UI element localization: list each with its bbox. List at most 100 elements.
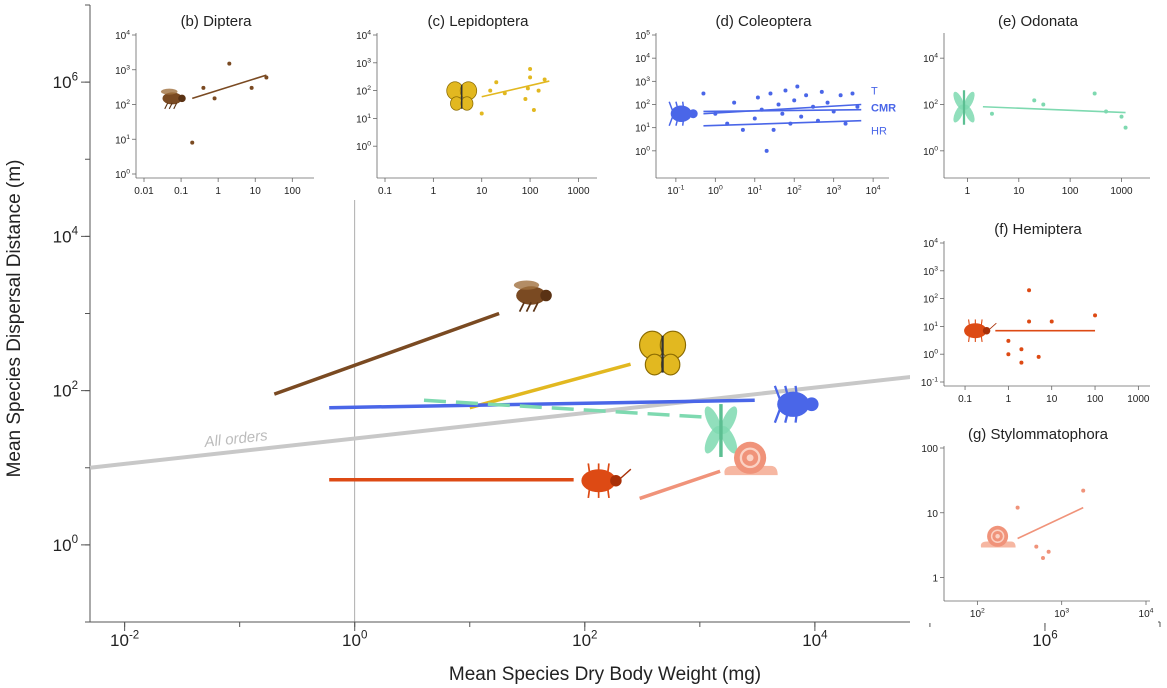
dragonfly-wing (963, 104, 975, 123)
bug-antenna (989, 322, 997, 330)
inset-y-tick-label: 100 (923, 145, 938, 158)
inset-point (989, 111, 994, 116)
inset-point (1034, 544, 1039, 549)
inset-point (1027, 319, 1032, 324)
inset-x-tick-label: 1 (215, 186, 221, 197)
inset-point (212, 96, 217, 101)
bug-icon (581, 463, 632, 499)
inset-point (788, 121, 793, 126)
inset-y-tick-label: 100 (356, 141, 371, 154)
fly-leg (532, 302, 539, 312)
inset-y-tick-label: 103 (635, 76, 650, 89)
inset-point (536, 88, 541, 93)
x-tick-label: 10-2 (110, 629, 139, 650)
inset-background (102, 5, 322, 200)
inset-y-tick-label: 101 (923, 321, 938, 334)
inset-x-tick-label: 0.1 (958, 394, 972, 405)
inset-point (523, 96, 528, 101)
inset-point (795, 84, 800, 89)
inset-point (713, 111, 718, 116)
inset-point (1006, 352, 1011, 357)
inset-point (804, 93, 809, 98)
inset-point (740, 127, 745, 132)
inset-point (1032, 98, 1037, 103)
beetle-body (670, 105, 692, 122)
y-tick-label: 106 (53, 71, 78, 92)
inset-y-tick-label: 1 (932, 574, 938, 585)
inset-e: (e) Odonata 1 10 100 1000 100 102 104 (910, 5, 1158, 200)
inset-y-tick-label: 101 (115, 134, 130, 147)
inset-point (752, 116, 757, 121)
y-tick-label: 102 (53, 380, 78, 401)
inset-x-tick-label: 100 (1087, 394, 1104, 405)
snail-spiral-center (746, 454, 754, 462)
inset-point (502, 91, 507, 96)
inset-point (528, 75, 533, 80)
snail-spiral (739, 447, 761, 469)
inset-point (755, 95, 760, 100)
inset-point (1041, 102, 1046, 107)
inset-x-tick-label: 0.1 (174, 186, 188, 197)
inset-point (488, 88, 493, 93)
inset-y-tick-label: 102 (115, 99, 130, 112)
x-axis-label: Mean Species Dry Body Weight (mg) (449, 664, 761, 685)
inset-point (1040, 556, 1045, 561)
inset-point (201, 85, 206, 90)
series-line (469, 362, 632, 410)
inset-point (764, 148, 769, 153)
inset-x-tick-label: 0.01 (134, 186, 154, 197)
fly-leg (164, 102, 169, 110)
inset-y-tick-label: 102 (635, 99, 650, 112)
inset-point (850, 91, 855, 96)
inset-point (1027, 288, 1032, 293)
butterfly-icon (638, 330, 687, 376)
inset-y-tick-label: 103 (923, 265, 938, 278)
inset-x-tick-label: 1 (431, 186, 437, 197)
beetle-icon (668, 101, 698, 126)
dragonfly-icon (704, 404, 738, 457)
inset-y-tick-label: 10-1 (921, 377, 938, 390)
inset-point (701, 91, 706, 96)
snail-spiral (990, 529, 1005, 544)
inset-point (815, 118, 820, 123)
inset-y-tick-label: 104 (923, 53, 938, 66)
inset-y-tick-label: 100 (635, 145, 650, 158)
inset-b: (b) Diptera 0.01 0.1 1 10 100 100 101 102 103 104 (102, 5, 322, 200)
inset-title: (g) Stylommatophora (968, 426, 1109, 443)
inset-point (1046, 549, 1051, 554)
inset-point (811, 104, 816, 109)
series-line (639, 469, 721, 501)
inset-point (1006, 338, 1011, 343)
inset-point (819, 89, 824, 94)
inset-title: (d) Coleoptera (716, 13, 813, 30)
inset-x-tick-label: 103 (826, 185, 841, 198)
inset-c: (c) Lepidoptera 0.1 1 10 100 1000 100 101 102 103… (343, 5, 605, 200)
y-tick-label: 104 (53, 226, 79, 247)
bug-body (581, 469, 616, 493)
inset-point (1092, 91, 1097, 96)
inset-x-tick-label: 102 (787, 185, 802, 198)
series-line (329, 398, 755, 410)
bug-head (982, 326, 991, 335)
inset-y-tick-label: 100 (923, 349, 938, 362)
inset-y-tick-label: 10 (927, 509, 939, 520)
inset-fit-line (1017, 506, 1084, 540)
inset-point (825, 100, 830, 105)
inset-point (190, 140, 195, 145)
x-tick-label: 100 (342, 629, 367, 650)
x-tick-label: 104 (802, 629, 828, 650)
inset-y-tick-label: 103 (115, 64, 130, 77)
inset-y-tick-label: 102 (923, 293, 938, 306)
inset-x-tick-label: 100 (284, 186, 301, 197)
dragonfly-wing (704, 425, 722, 454)
inset-x-tick-label: 104 (866, 185, 881, 198)
y-tick-label: 100 (53, 534, 78, 555)
inset-title: (b) Diptera (181, 13, 253, 30)
all-orders-line (89, 372, 931, 470)
inset-fit-line (982, 105, 1126, 114)
inset-line-label: T (871, 86, 878, 98)
inset-point (771, 127, 776, 132)
inset-fit-line (703, 103, 862, 115)
inset-x-tick-label: 104 (1139, 608, 1154, 621)
